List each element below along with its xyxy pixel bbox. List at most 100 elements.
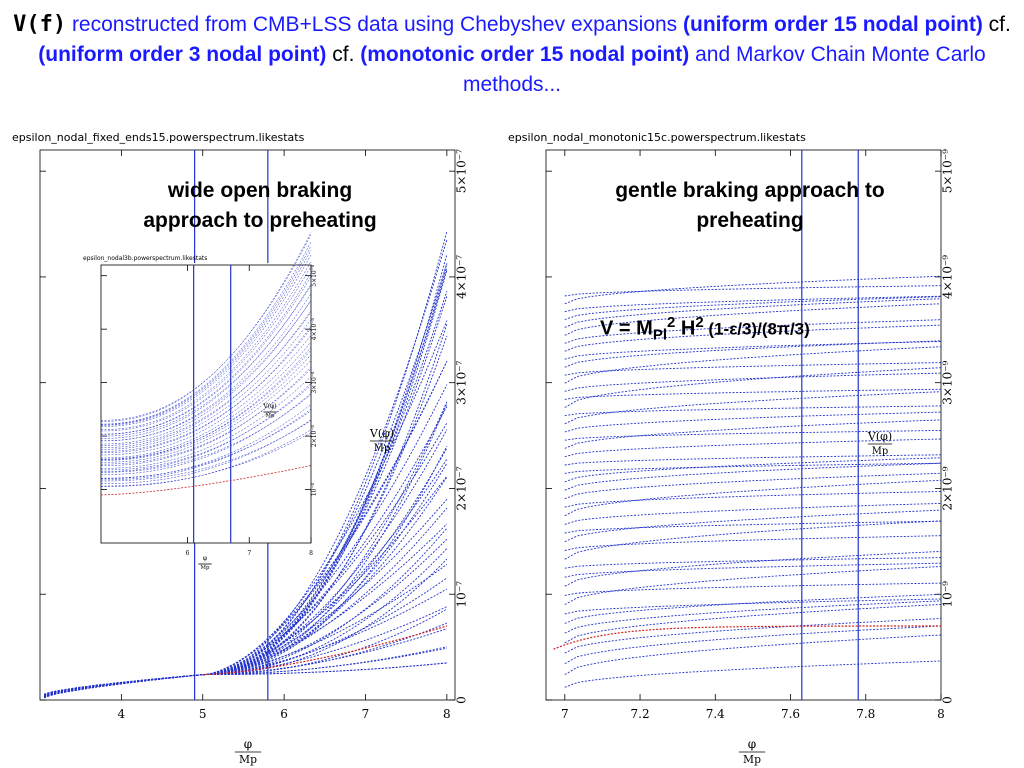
x-tick-label: 8 xyxy=(309,550,313,557)
mcmc-curve xyxy=(564,625,942,664)
formula-sq2: 2 xyxy=(695,314,704,331)
mcmc-curve xyxy=(564,275,942,305)
formula-sq1: 2 xyxy=(667,314,676,331)
inset-mcmc-curve xyxy=(100,420,312,482)
inset-mcmc-curve xyxy=(101,368,312,465)
mcmc-curve xyxy=(564,438,942,458)
inset-mcmc-curve xyxy=(101,366,312,466)
y-tick-label: 5×10⁻⁷ xyxy=(455,149,469,193)
inset-mcmc-curve xyxy=(100,300,312,445)
title-seg2: (uniform order 15 nodal point) xyxy=(683,13,983,36)
mcmc-curve xyxy=(564,557,942,569)
x-tick-label: 6 xyxy=(280,707,288,721)
inset-mcmc-curve xyxy=(101,310,312,448)
mcmc-curve xyxy=(564,535,942,551)
inset-mcmc-curve xyxy=(100,285,312,437)
x-axis-label: φ Mp xyxy=(738,737,766,766)
mcmc-curve xyxy=(564,598,942,615)
potential-formula: V = MPl2 H2 (1-ε/3)/(8π/3) xyxy=(600,314,810,344)
y-axis-label-top: V(φ) xyxy=(867,430,892,443)
formula-pl: Pl xyxy=(652,326,667,344)
x-tick-label: 7 xyxy=(362,707,370,721)
inset-mcmc-curve xyxy=(101,376,312,469)
inset-mcmc-curve xyxy=(101,326,312,454)
mcmc-curve xyxy=(564,296,942,320)
left-panel-heading: wide open braking approach to preheating xyxy=(100,176,420,236)
right-panel-heading: gentle braking approach to preheating xyxy=(570,176,930,236)
mcmc-curve xyxy=(564,566,942,605)
mcmc-curve xyxy=(564,362,942,376)
mcmc-curve xyxy=(564,562,942,578)
mcmc-curve xyxy=(564,472,942,500)
mcmc-curve xyxy=(43,564,448,696)
inset-mcmc-curve xyxy=(100,328,312,452)
inset-y-axis-label-top: V(φ) xyxy=(262,403,276,410)
plot-frame xyxy=(100,264,312,544)
y-tick-label: 10⁻⁷ xyxy=(455,581,469,608)
x-axis-label-top: φ xyxy=(748,737,756,751)
inset-y-axis-label: V(φ) Mp xyxy=(262,403,276,419)
mcmc-curve xyxy=(564,520,942,534)
inset-mcmc-curve xyxy=(100,404,312,480)
mcmc-curve xyxy=(564,372,942,392)
mcmc-curve xyxy=(43,558,448,698)
x-tick-label: 7 xyxy=(561,707,569,721)
mcmc-curve xyxy=(564,502,942,525)
left-chart: 4 5 6 7 8010⁻⁷2×10⁻⁷3×10⁻⁷4×10⁻⁷5×10⁻⁷φMpV(φ… xyxy=(39,149,469,766)
y-axis-label-bottom: Mp xyxy=(872,446,888,457)
inset-mcmc-curve xyxy=(100,383,312,472)
inset-mcmc-curve xyxy=(100,245,312,425)
mcmc-curve xyxy=(564,479,942,517)
inset-mcmc-curve xyxy=(100,276,312,435)
inset-mcmc-curve xyxy=(101,385,312,471)
y-tick-label: 2×10⁻⁸ xyxy=(311,424,318,447)
inset-mcmc-curve xyxy=(100,347,312,460)
mcmc-curve xyxy=(564,285,942,297)
left-heading-line2: approach to preheating xyxy=(143,209,377,232)
formula-tail: (1-ε/3)/(8π/3) xyxy=(703,319,810,339)
x-tick-label: 7.8 xyxy=(856,707,875,721)
y-tick-label: 0 xyxy=(455,696,469,704)
best-fit-curve xyxy=(553,625,941,650)
mcmc-curve xyxy=(564,457,942,483)
title-seg4: (uniform order 3 nodal point) xyxy=(38,43,327,66)
inset-source-label: epsilon_nodal3b.powerspectrum.likestats xyxy=(83,255,207,262)
y-tick-label: 3×10⁻⁸ xyxy=(311,371,318,394)
mcmc-curve xyxy=(564,419,942,449)
mcmc-curve xyxy=(564,603,942,644)
formula-v: V = xyxy=(600,317,637,340)
x-tick-label: 6 xyxy=(186,550,190,557)
title-seg6: (monotonic order 15 nodal point) xyxy=(360,43,690,66)
title-symbol: V(f) xyxy=(13,12,67,37)
left-heading-line1: wide open braking xyxy=(167,179,353,202)
mcmc-curve xyxy=(564,346,942,384)
inset-mcmc-curve xyxy=(100,232,312,422)
x-tick-label: 7 xyxy=(247,550,251,557)
mcmc-curve xyxy=(43,622,448,696)
y-axis-label: V(φ) Mp xyxy=(369,427,394,454)
inset-mcmc-curve xyxy=(100,293,312,442)
y-axis-label: V(φ) Mp xyxy=(867,430,892,457)
inset-mcmc-curve xyxy=(100,284,312,439)
inset-mcmc-curve xyxy=(100,234,312,421)
inset-mcmc-curve xyxy=(101,410,312,479)
mcmc-curve xyxy=(564,341,942,360)
y-tick-label: 3×10⁻⁷ xyxy=(455,360,469,404)
y-tick-label: 2×10⁻⁷ xyxy=(455,466,469,510)
inset-y-axis-label-bottom: Mp xyxy=(266,413,276,419)
mcmc-curve xyxy=(564,324,942,352)
best-fit-curve xyxy=(202,625,448,676)
x-axis-label-bottom: Mp xyxy=(743,753,761,766)
right-panel-source-label: epsilon_nodal_monotonic15c.powerspectrum… xyxy=(508,131,806,144)
x-axis-label: φ Mp xyxy=(234,737,262,766)
mcmc-curve xyxy=(43,606,448,697)
formula-m: M xyxy=(636,317,653,340)
x-tick-label: 8 xyxy=(443,707,451,721)
mcmc-curve xyxy=(564,600,942,634)
x-tick-label: 7.4 xyxy=(706,707,725,721)
y-tick-label: 2×10⁻⁹ xyxy=(941,466,955,510)
mcmc-curve xyxy=(564,340,942,368)
y-tick-label: 0 xyxy=(941,696,955,704)
inset-mcmc-curve xyxy=(100,360,312,463)
mcmc-curve xyxy=(564,298,942,328)
